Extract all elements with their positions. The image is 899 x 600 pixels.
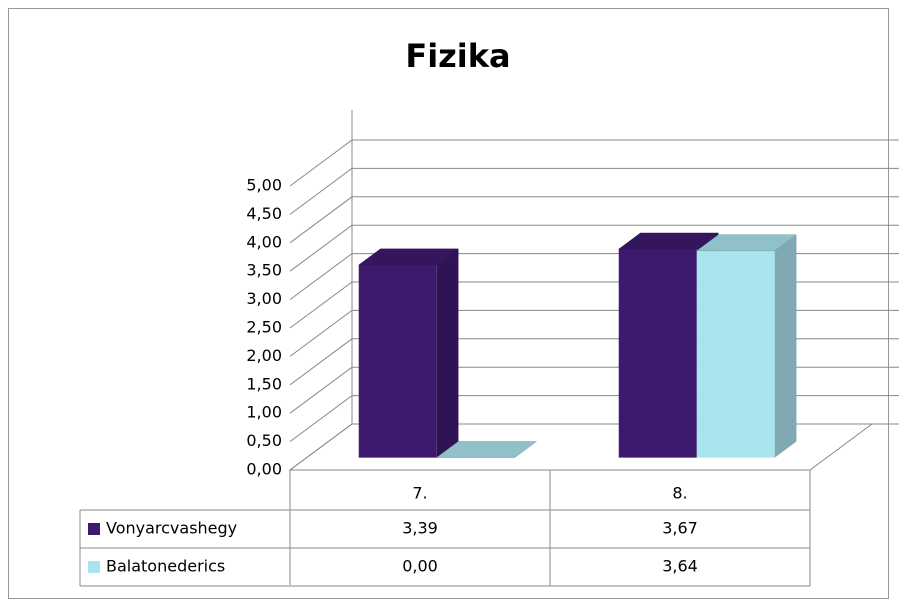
y-tick-label: 2,50 [246,318,282,337]
y-tick-label: 1,50 [246,374,282,393]
table-value: 0,00 [402,557,438,576]
bar-top [617,232,720,250]
y-tick-label: 2,00 [246,346,282,365]
y-tick-label: 0,50 [246,431,282,450]
legend-label: Vonyarcvashegy [106,519,237,538]
y-tick-label: 0,00 [246,460,282,479]
bar-front [358,265,437,458]
bar [435,441,538,458]
bar-top [357,248,460,266]
legend-swatch [88,561,100,573]
x-tick-label: 8. [672,484,687,503]
table-value: 3,64 [662,557,698,576]
bar-side [436,248,459,458]
y-tick-label: 3,50 [246,261,282,280]
table-value: 3,67 [662,519,698,538]
y-tick-label: 3,00 [246,289,282,308]
y-tick-label: 4,00 [246,232,282,251]
x-tick-label: 7. [412,484,427,503]
bar-front [696,250,775,458]
bar-top [695,234,798,252]
y-tick-label: 1,00 [246,403,282,422]
bar-top [435,441,538,458]
bar [695,234,798,458]
bar-side [774,234,797,458]
legend-swatch [88,523,100,535]
chart-title: Fizika [405,37,510,75]
legend-label: Balatonederics [106,557,225,576]
table-value: 3,39 [402,519,438,538]
y-tick-label: 4,50 [246,204,282,223]
bar-front [618,249,697,458]
y-tick-label: 5,00 [246,176,282,195]
bar [357,248,460,458]
